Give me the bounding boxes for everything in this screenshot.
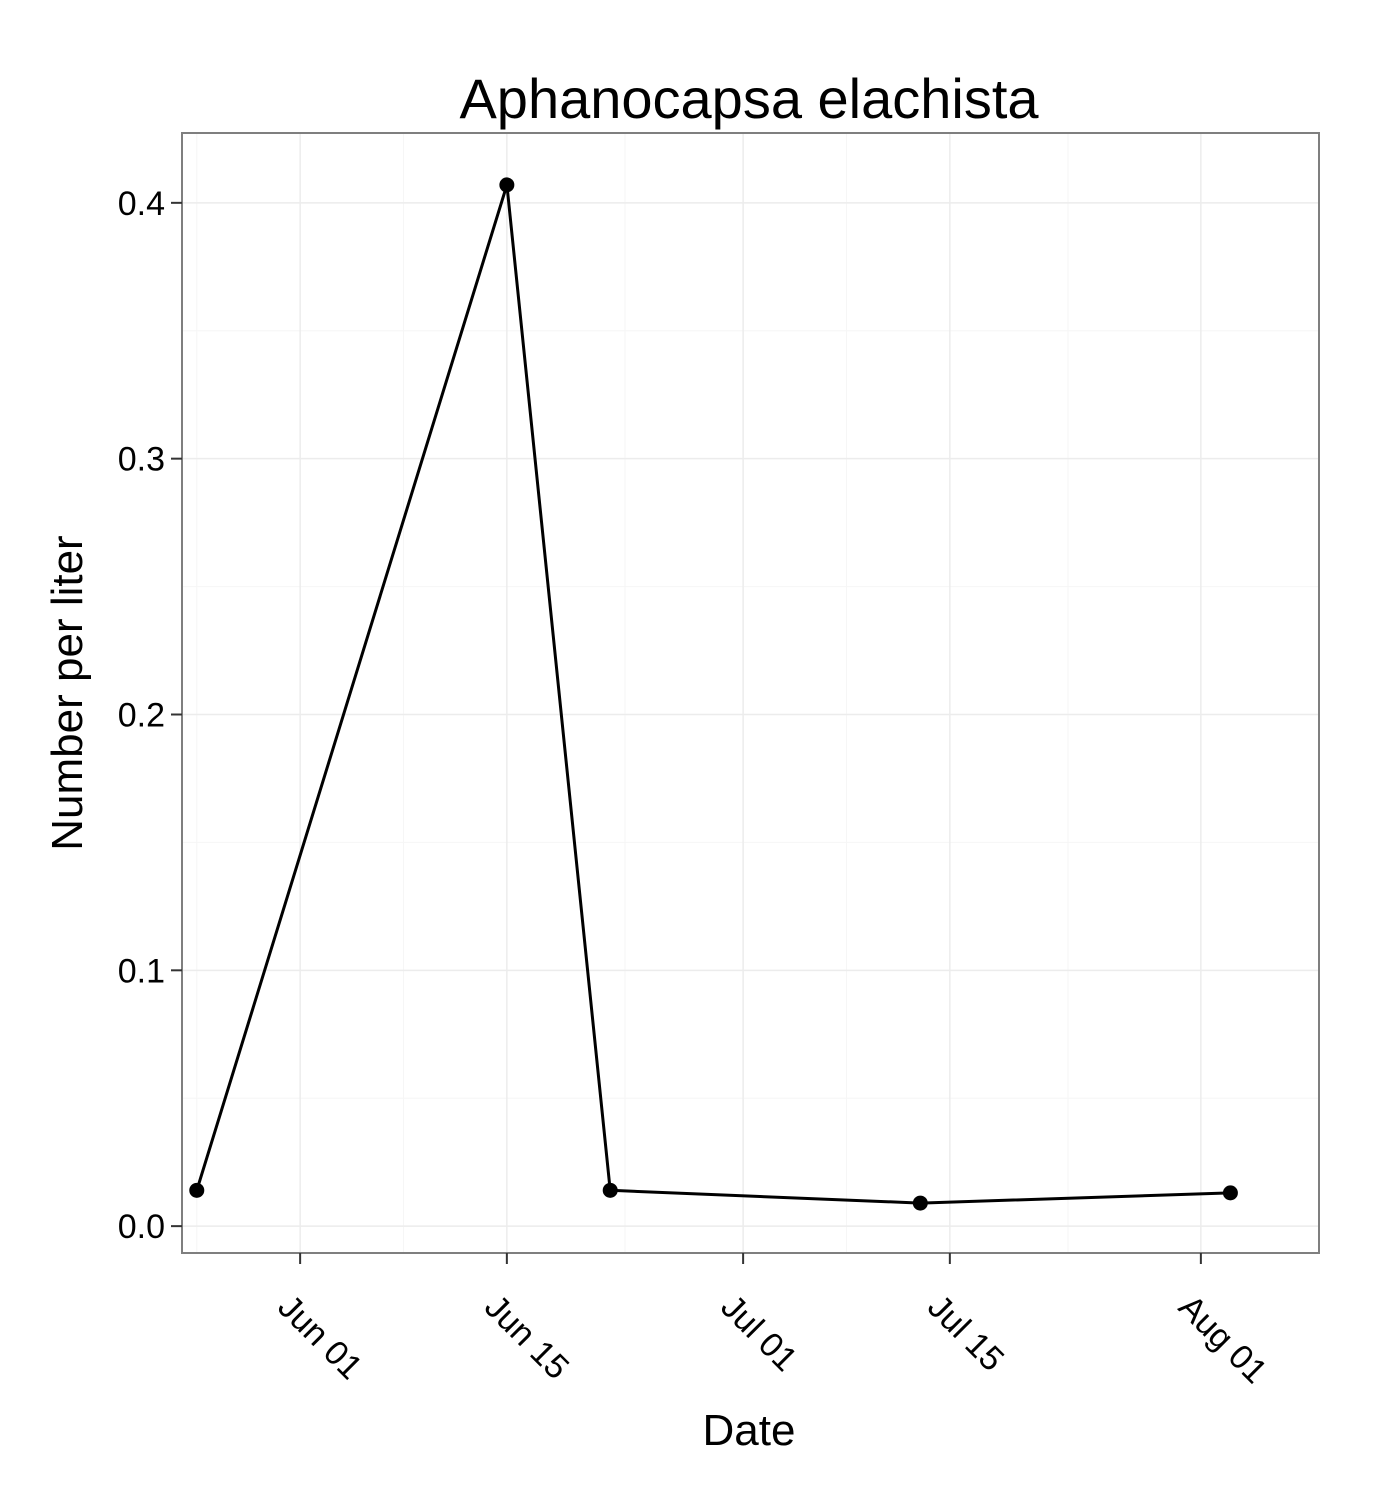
y-tick-label: 0.4 [118,185,165,223]
x-tick-label: Jun 01 [270,1288,369,1387]
x-tick-label: Jul 15 [920,1288,1011,1379]
series-line [195,183,1231,1205]
y-tick-label: 0.0 [118,1208,165,1246]
plot-panel: 0.0 0.1 0.2 0.3 0.4 Jun 01 Jun 15 Jul 01 Jul 15 A… [118,132,1320,1391]
chart-title: Aphanocapsa elachista [459,67,1039,130]
data-point [189,1182,205,1198]
data-point [602,1182,618,1198]
y-tick-label: 0.2 [118,696,165,734]
panel-border [181,132,1320,1254]
x-axis-title: Date [703,1406,796,1455]
y-axis-title: Number per liter [43,535,92,850]
x-tick-label: Jun 15 [477,1288,576,1387]
x-tick-label: Aug 01 [1171,1288,1274,1391]
data-point [912,1195,928,1211]
data-point [499,177,515,193]
y-tick-label: 0.3 [118,441,165,479]
x-tick-label: Jul 01 [713,1288,804,1379]
data-point [1222,1185,1238,1201]
y-tick-label: 0.1 [118,952,165,990]
